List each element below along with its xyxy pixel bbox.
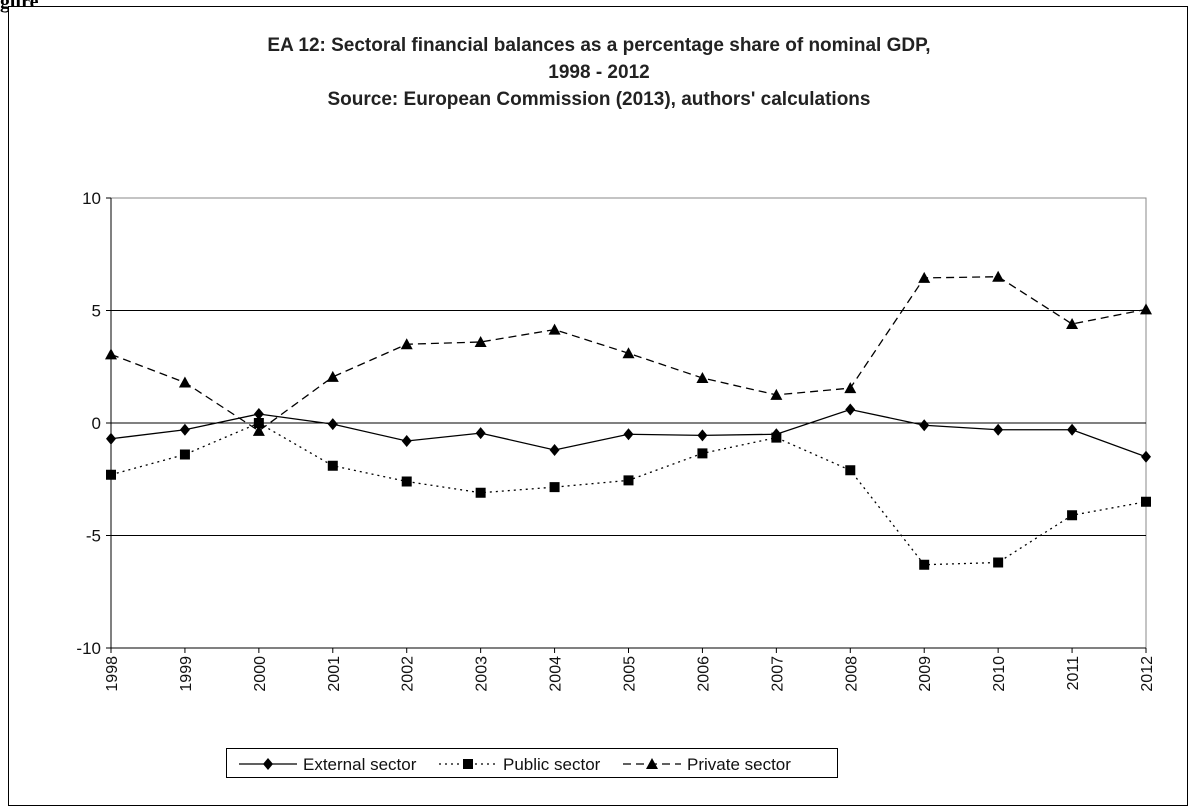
data-point-private-sector (400, 338, 413, 350)
data-point-private-sector (622, 347, 635, 359)
x-tick-label: 2002 (400, 656, 417, 692)
data-point-public-sector (475, 487, 486, 498)
chart-title-line-2: 1998 - 2012 (548, 62, 650, 83)
data-point-external-sector (179, 423, 190, 436)
data-point-public-sector (327, 460, 338, 471)
data-point-public-sector (1067, 510, 1078, 521)
y-tick-label: -10 (76, 639, 101, 658)
x-tick-label: 2001 (326, 656, 343, 692)
x-tick-label: 2009 (917, 656, 934, 692)
chart-title-line-1: EA 12: Sectoral financial balances as a … (267, 35, 931, 56)
series-line-public-sector (110, 422, 1147, 566)
data-point-public-sector (845, 465, 856, 476)
line-chart: -10 -5 0 5 10 1998 1999 2000 2001 2002 2003 2004 200… (76, 189, 1156, 692)
data-point-private-sector (1140, 303, 1152, 315)
data-point-private-sector (105, 348, 117, 360)
x-tick-label: 2000 (252, 656, 269, 692)
x-tick-label: 2007 (769, 656, 786, 692)
data-point-external-sector (993, 423, 1004, 436)
data-point-external-sector (697, 429, 708, 442)
x-tick-label: 1999 (178, 656, 195, 692)
data-point-public-sector (253, 418, 264, 428)
data-point-public-sector (771, 432, 782, 443)
chart-legend: External sector Public sector Private sect… (226, 748, 838, 778)
legend-svg: External sector Public sector Private sect… (239, 755, 791, 774)
data-point-external-sector (919, 419, 930, 432)
data-point-public-sector (1141, 496, 1151, 507)
data-point-external-sector (327, 418, 338, 431)
legend-label-public-sector: Public sector (503, 755, 601, 774)
legend-label-private-sector: Private sector (687, 755, 791, 774)
data-point-private-sector (844, 382, 857, 394)
data-point-external-sector (106, 432, 116, 445)
x-tick-label: 2006 (695, 656, 712, 692)
x-tick-label: 1998 (104, 656, 121, 692)
data-point-external-sector (475, 427, 486, 440)
data-point-external-sector (401, 435, 412, 447)
data-point-private-sector (548, 323, 561, 335)
data-point-public-sector (401, 476, 412, 487)
y-tick-label: -5 (86, 527, 101, 546)
data-point-external-sector (549, 444, 560, 456)
data-point-private-sector (474, 336, 487, 347)
data-point-external-sector (623, 428, 634, 441)
chart-title-line-3: Source: European Commission (2013), auth… (327, 89, 871, 110)
x-tick-label: 2010 (991, 656, 1008, 692)
x-tick-label: 2011 (1065, 656, 1082, 691)
legend-marker-public-sector (463, 759, 473, 769)
x-tick-label: 2005 (622, 656, 639, 692)
x-tick-label: 2012 (1139, 656, 1156, 692)
data-point-public-sector (993, 557, 1004, 568)
data-point-public-sector (549, 482, 560, 493)
data-point-public-sector (697, 448, 708, 459)
y-tick-label: 10 (82, 189, 101, 208)
x-tick-label: 2004 (548, 656, 565, 692)
data-point-private-sector (1066, 318, 1079, 329)
legend-label-external-sector: External sector (303, 755, 417, 774)
data-point-public-sector (919, 559, 930, 570)
data-point-public-sector (179, 449, 190, 460)
y-tick-label: 5 (92, 302, 101, 321)
data-point-public-sector (623, 475, 634, 486)
data-point-external-sector (1141, 450, 1151, 463)
data-point-private-sector (770, 388, 783, 400)
data-point-external-sector (845, 403, 856, 416)
data-point-private-sector (326, 370, 339, 382)
x-tick-label: 2008 (843, 656, 860, 692)
data-point-private-sector (252, 424, 265, 436)
data-point-public-sector (106, 469, 116, 480)
y-tick-label: 0 (92, 414, 101, 433)
data-point-private-sector (696, 372, 709, 383)
x-tick-label: 2003 (474, 656, 491, 692)
data-point-private-sector (992, 270, 1005, 282)
data-point-private-sector (918, 271, 931, 283)
chart-frame: EA 12: Sectoral financial balances as a … (8, 6, 1188, 806)
data-point-private-sector (178, 376, 191, 388)
legend-marker-external-sector (263, 758, 273, 770)
legend-marker-private-sector (646, 758, 658, 769)
data-point-external-sector (1067, 423, 1078, 436)
data-point-external-sector (253, 408, 264, 420)
